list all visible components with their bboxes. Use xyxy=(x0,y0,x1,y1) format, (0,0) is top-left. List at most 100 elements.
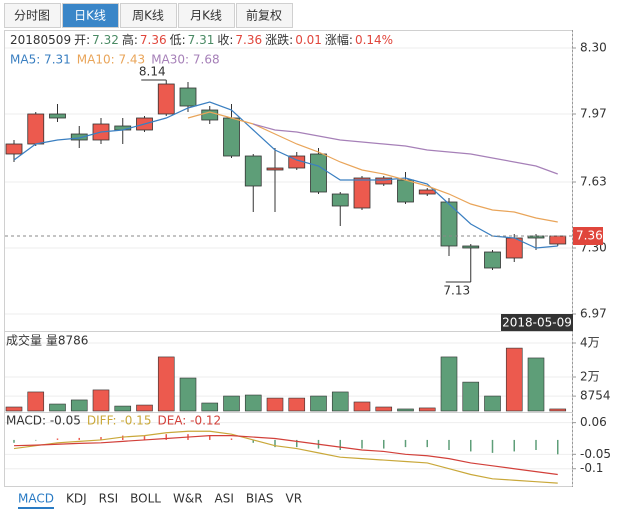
tab-label[interactable]: 前复权 xyxy=(246,8,282,23)
indicator-tab[interactable]: BOLL xyxy=(130,492,161,506)
legend-entry: DIFF: -0.15 xyxy=(87,414,152,428)
volume-bar xyxy=(5,406,23,412)
tab[interactable] xyxy=(120,3,177,28)
tab-label[interactable]: 分时图 xyxy=(14,9,50,23)
indicator-tab[interactable]: KDJ xyxy=(66,492,87,506)
indicator-tab[interactable]: ASI xyxy=(215,492,234,506)
candle-body xyxy=(484,251,501,269)
tab-label[interactable]: 日K线 xyxy=(74,9,106,23)
volume-bar xyxy=(201,402,219,412)
candle-body xyxy=(462,245,480,249)
candle-body xyxy=(70,133,88,141)
info-item: 20180509 xyxy=(10,33,71,47)
legend-entry: MACD: -0.05 xyxy=(6,414,81,428)
volume-bar xyxy=(179,377,197,412)
tab[interactable] xyxy=(62,3,119,28)
y-tick-label: -0.05 xyxy=(580,447,611,461)
volume-bar xyxy=(27,391,45,412)
volume-bar xyxy=(223,395,240,412)
panel-title: 成交量 量8786 xyxy=(6,333,88,348)
y-tick-label: 8.30 xyxy=(580,41,607,55)
candle-body xyxy=(549,235,567,245)
volume-bar xyxy=(462,381,480,412)
indicator-tab[interactable]: BIAS xyxy=(246,492,274,506)
info-item: 7.36 xyxy=(140,33,167,47)
legend-entry: MA30: 7.68 xyxy=(151,53,219,67)
volume-bar xyxy=(49,403,66,412)
volume-bar xyxy=(70,399,88,412)
y-tick-label: -0.1 xyxy=(580,461,603,475)
volume-bar xyxy=(157,356,175,412)
info-item: 涨跌: xyxy=(265,32,293,47)
volume-bar xyxy=(505,347,523,412)
candle-body xyxy=(223,117,240,157)
tab-label[interactable]: 周K线 xyxy=(132,9,164,23)
candle-body xyxy=(27,113,45,145)
y-tick-label: 0.06 xyxy=(580,415,607,429)
line-series xyxy=(13,430,558,484)
tab[interactable] xyxy=(178,3,235,28)
indicator-tab[interactable]: MACD xyxy=(18,492,54,506)
volume-bar xyxy=(549,408,567,412)
legend-entry: MA5: 7.31 xyxy=(10,53,71,67)
info-item: 7.32 xyxy=(92,33,119,47)
volume-bar xyxy=(310,395,327,412)
volume-bar xyxy=(92,389,110,412)
candle-body xyxy=(375,177,393,185)
volume-bar xyxy=(244,394,262,412)
volume-bar xyxy=(114,405,132,412)
candle-body xyxy=(310,153,327,193)
candle-body xyxy=(244,155,262,187)
volume-bar xyxy=(353,401,371,412)
y-tick-label: 2万 xyxy=(580,370,600,384)
candle-body xyxy=(157,83,175,115)
line-series xyxy=(187,111,558,223)
y-tick-label: 7.97 xyxy=(580,107,607,121)
y-tick-label: 8754 xyxy=(580,389,611,403)
info-line: 20180509 开: 7.32 高: 7.36 低: 7.31 收: 7.36 涨跌: 0.01 涨… xyxy=(10,32,393,47)
annotation: 7.13 xyxy=(443,284,470,298)
tab-label[interactable]: 月K线 xyxy=(190,9,222,23)
info-item: 高: xyxy=(122,32,138,47)
indicator-tab[interactable]: RSI xyxy=(99,492,119,506)
y-tick-label: 7.63 xyxy=(580,175,607,189)
volume-bar xyxy=(288,397,306,412)
volume-bar xyxy=(375,406,393,412)
candle-body xyxy=(353,177,371,209)
candle-body xyxy=(266,167,284,171)
candle-body xyxy=(440,201,458,247)
annotation: 8.14 xyxy=(139,65,166,79)
indicator-tab[interactable]: VR xyxy=(286,492,303,506)
tab[interactable] xyxy=(236,3,293,28)
candle-body xyxy=(5,143,23,155)
volume-bar xyxy=(397,408,414,412)
price-tag-label: 7.36 xyxy=(576,229,603,243)
info-item: 0.14% xyxy=(355,33,393,47)
legend-entry: DEA: -0.12 xyxy=(157,414,221,428)
info-item: 7.36 xyxy=(235,33,262,47)
date-tag-label: 2018-05-09 xyxy=(502,316,572,330)
volume-bar xyxy=(266,397,284,412)
price-tag xyxy=(573,227,603,245)
legend-entry: MA10: 7.43 xyxy=(77,53,145,67)
y-tick-label: 6.97 xyxy=(580,307,607,321)
candle-body xyxy=(331,193,349,207)
candle-body xyxy=(527,235,545,239)
candle-body xyxy=(201,109,219,121)
info-item: 0.01 xyxy=(295,33,322,47)
line-series xyxy=(13,435,558,476)
candle-body xyxy=(49,113,66,119)
volume-bar xyxy=(331,391,349,412)
volume-bar xyxy=(418,407,436,412)
volume-bar xyxy=(527,357,545,412)
date-tag xyxy=(501,314,573,331)
candle-body xyxy=(397,179,414,203)
volume-bar xyxy=(136,404,153,412)
y-tick-label: 4万 xyxy=(580,336,600,350)
indicator-tab[interactable]: W&R xyxy=(173,492,203,506)
line-series xyxy=(13,101,558,249)
tab[interactable] xyxy=(4,3,61,28)
info-item: 涨幅: xyxy=(325,32,353,47)
